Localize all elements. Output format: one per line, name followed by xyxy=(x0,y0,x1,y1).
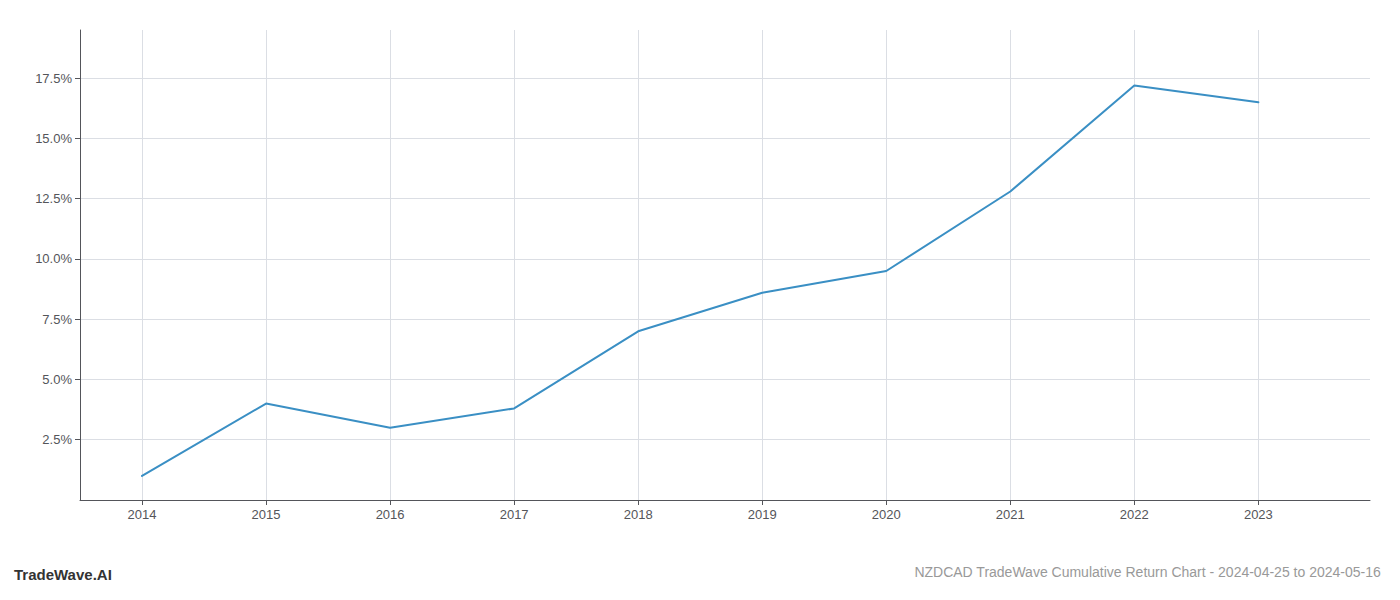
svg-text:2022: 2022 xyxy=(1120,507,1149,522)
svg-text:2018: 2018 xyxy=(624,507,653,522)
svg-text:12.5%: 12.5% xyxy=(35,191,72,206)
svg-text:7.5%: 7.5% xyxy=(42,312,72,327)
svg-text:17.5%: 17.5% xyxy=(35,71,72,86)
svg-text:2020: 2020 xyxy=(872,507,901,522)
svg-text:2021: 2021 xyxy=(996,507,1025,522)
svg-text:2014: 2014 xyxy=(128,507,157,522)
svg-text:5.0%: 5.0% xyxy=(42,372,72,387)
svg-text:2017: 2017 xyxy=(500,507,529,522)
svg-text:NZDCAD TradeWave Cumulative Re: NZDCAD TradeWave Cumulative Return Chart… xyxy=(914,564,1381,580)
svg-text:TradeWave.AI: TradeWave.AI xyxy=(14,566,112,583)
svg-text:2015: 2015 xyxy=(252,507,281,522)
svg-text:15.0%: 15.0% xyxy=(35,131,72,146)
svg-text:2019: 2019 xyxy=(748,507,777,522)
svg-text:2.5%: 2.5% xyxy=(42,432,72,447)
svg-text:2023: 2023 xyxy=(1244,507,1273,522)
svg-text:2016: 2016 xyxy=(376,507,405,522)
svg-text:10.0%: 10.0% xyxy=(35,251,72,266)
